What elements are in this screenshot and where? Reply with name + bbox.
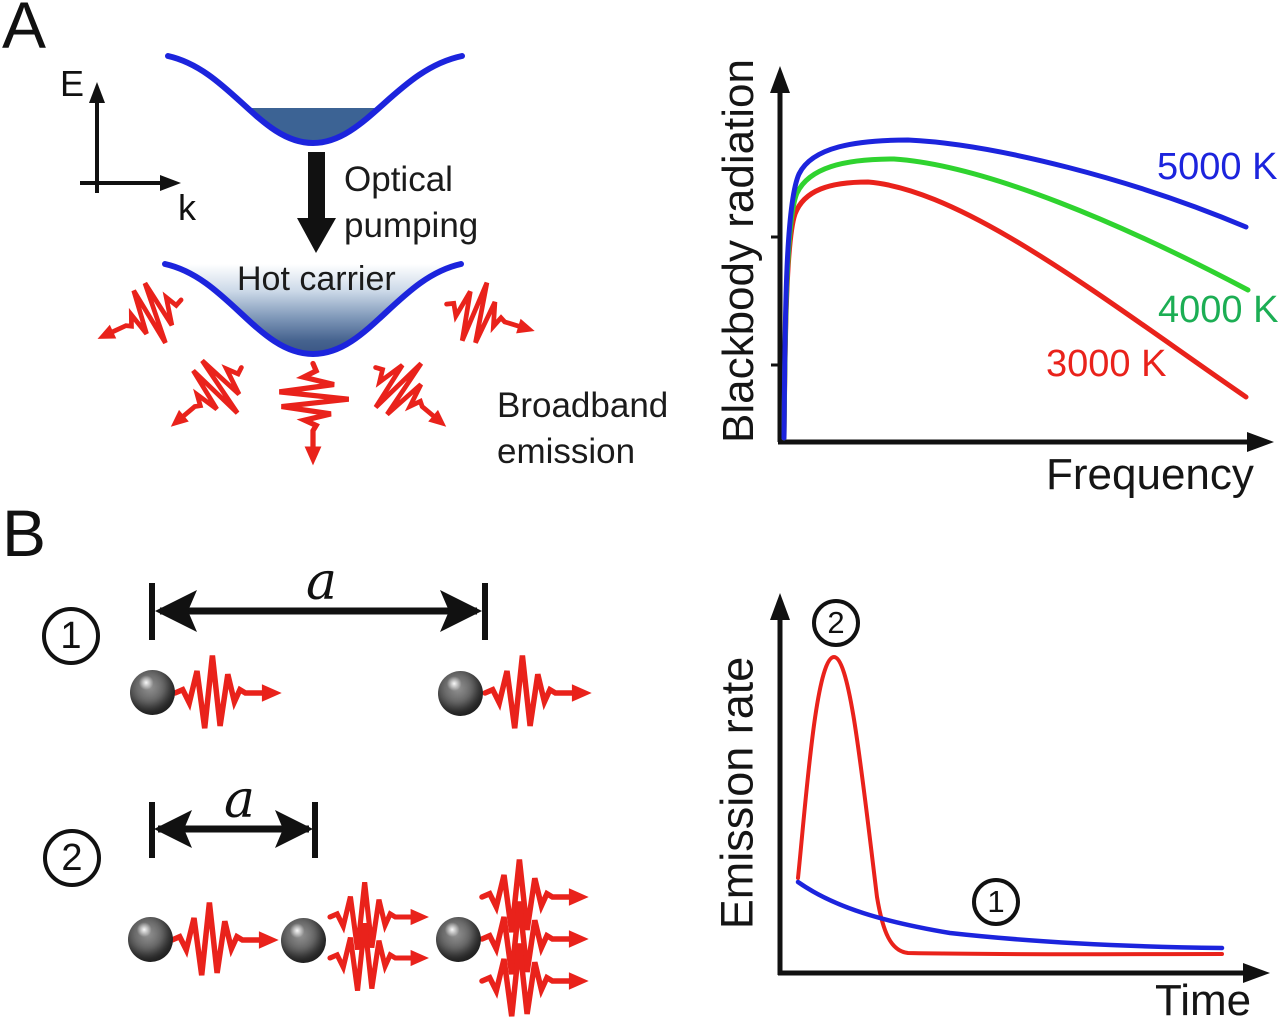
emitter-sphere — [281, 918, 326, 963]
lower-band-curve — [162, 261, 464, 358]
emission-curve1-number: 1 — [987, 884, 1005, 919]
spacing-a-label-1: a — [306, 552, 338, 612]
emission-x-axis-label: Time — [1155, 976, 1252, 1025]
curve-5000k — [781, 137, 1249, 441]
emitter-sphere — [436, 917, 481, 962]
emission-curves — [795, 654, 1225, 957]
scenario2-number-badge: 2 — [43, 829, 101, 887]
photon-wave-icon — [172, 903, 279, 976]
optical-pumping-line1: Optical — [344, 160, 453, 199]
scenario1-number: 1 — [60, 614, 82, 657]
curve-label-5000k: 5000 K — [1157, 146, 1278, 188]
hot-carrier-label: Hot carrier — [237, 260, 396, 298]
pump-arrow — [297, 152, 336, 253]
panel-b-label: B — [2, 496, 47, 570]
photon-wave-icon — [482, 944, 589, 1017]
photon-wave-icon — [85, 272, 195, 368]
momentum-axis-label: k — [178, 187, 196, 228]
emitter-sphere — [438, 671, 483, 716]
broadband-line1: Broadband — [497, 386, 669, 425]
optical-pumping-label: Optical pumping — [344, 157, 478, 249]
lower-band-fill — [165, 264, 461, 354]
emission-curve2-badge: 2 — [812, 599, 860, 647]
broadband-line2: emission — [497, 432, 636, 471]
curve-scenario1 — [795, 879, 1225, 951]
spacing-marker-1 — [149, 583, 488, 640]
optical-pumping-line2: pumping — [344, 206, 479, 245]
upper-band-curve — [165, 53, 465, 147]
photon-wave-icon — [330, 923, 429, 990]
photon-wave-icon — [330, 882, 429, 949]
emitter-sphere — [130, 670, 175, 715]
panel-a-label: A — [2, 0, 47, 62]
photon-wave-icon — [485, 656, 592, 729]
upper-band-fill — [247, 108, 379, 143]
curve-label-4000k: 4000 K — [1158, 289, 1279, 331]
upper-band — [165, 53, 465, 147]
photon-wave-icon — [279, 364, 348, 466]
lower-band — [162, 261, 464, 358]
blackbody-curves — [781, 137, 1251, 441]
ek-axes — [80, 82, 181, 193]
scenario1-number-badge: 1 — [42, 607, 100, 665]
emission-axes — [770, 593, 1270, 983]
emitter-sphere — [128, 917, 173, 962]
blackbody-axes — [770, 66, 1274, 452]
curve-label-3000k: 3000 K — [1046, 343, 1167, 385]
photon-wave-icon — [151, 344, 262, 451]
curve-scenario2 — [796, 654, 1224, 957]
blackbody-y-axis-label: Blackbody radiation — [714, 58, 763, 444]
photon-wave-icon — [175, 656, 282, 729]
energy-axis-label: E — [60, 63, 85, 104]
photon-wave-icon — [356, 343, 467, 450]
spacing-marker-2 — [149, 802, 318, 858]
emission-y-axis-label: Emission rate — [711, 656, 763, 930]
blackbody-x-axis-label: Frequency — [1046, 450, 1254, 499]
spacing-a-label-2: a — [224, 770, 256, 830]
emission-curve1-badge: 1 — [972, 878, 1020, 926]
photon-wave-icon — [438, 273, 544, 360]
scenario2-number: 2 — [61, 836, 83, 879]
broadband-emission-label: Broadband emission — [497, 383, 668, 475]
emission-curve2-number: 2 — [827, 605, 845, 640]
